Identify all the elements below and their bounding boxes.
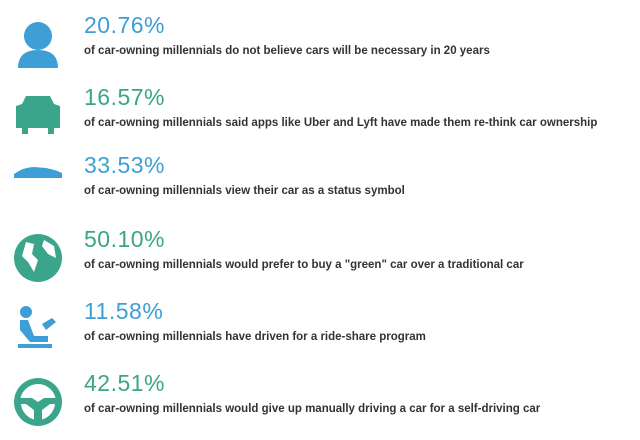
stat-row: 33.53% of car-owning millennials view th… (0, 152, 640, 222)
globe-icon (14, 234, 63, 282)
stat-value: 42.51% (84, 370, 166, 396)
stat-row: 42.51% of car-owning millennials would g… (0, 370, 640, 440)
stat-description: of car-owning millennials have driven fo… (84, 331, 426, 343)
stat-row: 16.57% of car-owning millennials said ap… (0, 84, 640, 154)
stat-value: 20.76% (84, 12, 166, 38)
car-side-icon (14, 167, 62, 178)
page: 20.76% of car-owning millennials do not … (0, 12, 640, 426)
stat-description: of car-owning millennials do not believe… (84, 45, 490, 57)
car-front-icon (16, 96, 60, 134)
stat-row: 11.58% of car-owning millennials have dr… (0, 298, 640, 368)
driver-icon (18, 306, 56, 348)
stat-description: of car-owning millennials would prefer t… (84, 259, 524, 271)
stat-row: 50.10% of car-owning millennials would p… (0, 226, 640, 296)
stat-value: 11.58% (84, 298, 164, 324)
steering-wheel-icon (14, 378, 63, 426)
stat-value: 16.57% (84, 84, 166, 110)
stat-row: 20.76% of car-owning millennials do not … (0, 12, 640, 82)
stat-description: of car-owning millennials view their car… (84, 185, 405, 197)
stat-value: 50.10% (84, 226, 166, 252)
stat-description: of car-owning millennials said apps like… (84, 117, 598, 129)
person-icon (18, 22, 58, 68)
stat-value: 33.53% (84, 152, 166, 178)
stat-description: of car-owning millennials would give up … (84, 403, 541, 415)
